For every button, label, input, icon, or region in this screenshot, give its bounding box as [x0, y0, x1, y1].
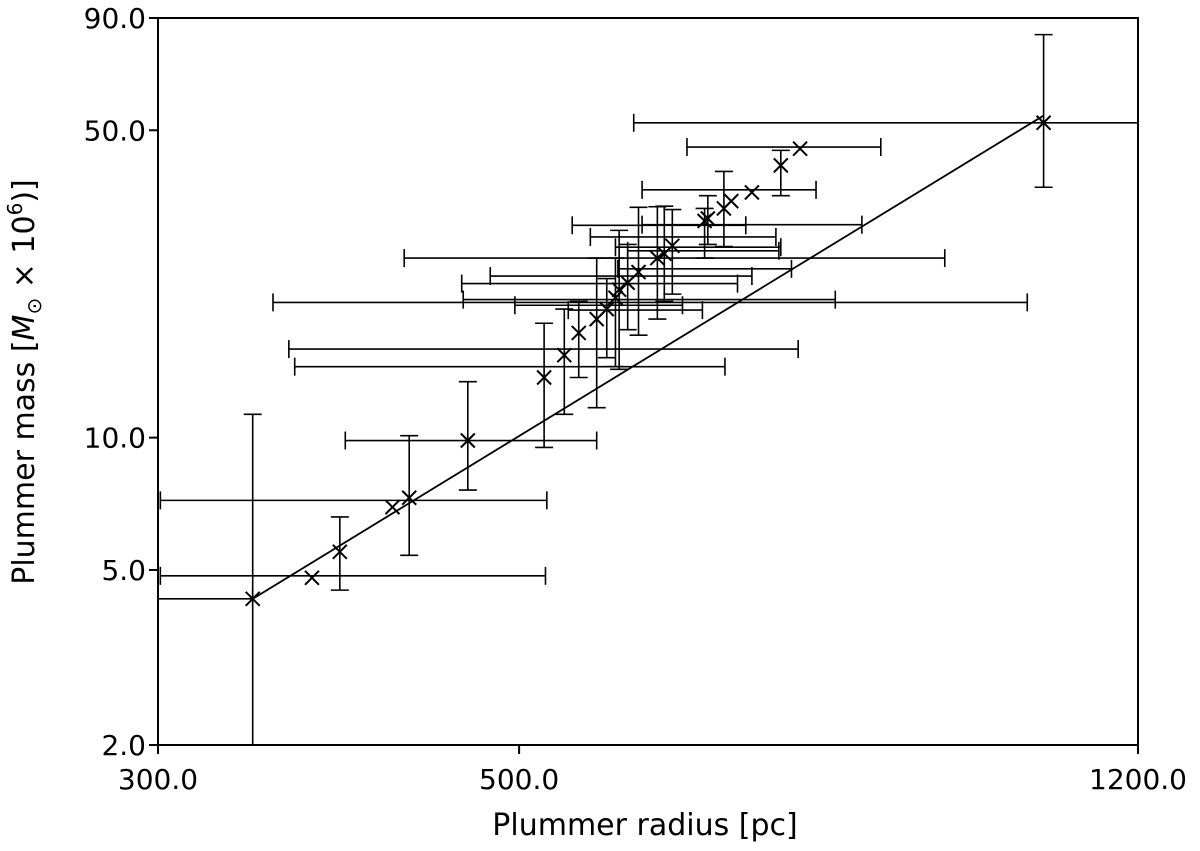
data-point-marker [1035, 115, 1052, 131]
marker-stroke [599, 301, 615, 317]
marker-stroke [556, 347, 573, 363]
data-point-marker [536, 369, 552, 386]
marker-stroke [630, 264, 647, 280]
data-point-marker [773, 157, 789, 174]
data-point-marker [792, 140, 808, 157]
marker-stroke [607, 290, 624, 306]
data-point-marker [599, 301, 615, 317]
data-point-marker [744, 184, 760, 201]
x-axis-label: Plummer radius [pc] [492, 808, 797, 843]
marker-stroke [460, 432, 476, 449]
x-tick-label: 1200.0 [1089, 763, 1187, 796]
x-tick-label: 500.0 [479, 763, 559, 796]
marker-stroke [649, 250, 666, 266]
data-point-marker [304, 570, 320, 586]
data-point-marker [630, 264, 647, 280]
marker-stroke [571, 325, 587, 341]
marker-stroke [744, 184, 760, 201]
marker-stroke [611, 281, 627, 298]
data-point-marker [244, 591, 261, 607]
chart-marks [158, 33, 1138, 745]
marker-stroke [664, 238, 681, 254]
data-point-marker [460, 432, 476, 449]
marker-stroke [700, 210, 716, 227]
y-axis-label: Plummer mass [M⊙ × 106)] [3, 179, 46, 585]
data-point-marker [384, 499, 401, 515]
axis-ticks: 300.0 500.0 1200.0 2.0 5.0 10.0 50.0 90.0 [84, 2, 1187, 796]
marker-stroke [384, 499, 401, 515]
data-point-marker [649, 250, 666, 266]
marker-stroke [401, 490, 417, 506]
y-tick-label: 2.0 [101, 729, 146, 762]
marker-stroke [723, 193, 739, 209]
data-point-marker [401, 490, 417, 506]
marker-stroke [773, 157, 789, 174]
marker-stroke [536, 369, 552, 386]
data-point-marker [556, 347, 573, 363]
data-point-marker [664, 238, 681, 254]
marker-stroke [244, 591, 261, 607]
marker-stroke [1035, 115, 1052, 131]
data-point-marker [723, 193, 739, 209]
y-tick-label: 10.0 [84, 422, 146, 455]
data-point-marker [700, 210, 716, 227]
data-point-marker [332, 544, 348, 560]
x-tick-label: 300.0 [118, 763, 198, 796]
y-tick-label: 50.0 [84, 114, 146, 147]
data-point-marker [607, 290, 624, 306]
data-point-marker [611, 281, 627, 298]
marker-stroke [332, 544, 348, 560]
data-point-marker [571, 325, 587, 341]
plot-frame [157, 17, 1139, 746]
marker-stroke [304, 570, 320, 586]
y-tick-label: 90.0 [84, 2, 146, 35]
marker-stroke [792, 140, 808, 157]
y-tick-label: 5.0 [101, 554, 146, 587]
fit-line [252, 114, 1045, 600]
